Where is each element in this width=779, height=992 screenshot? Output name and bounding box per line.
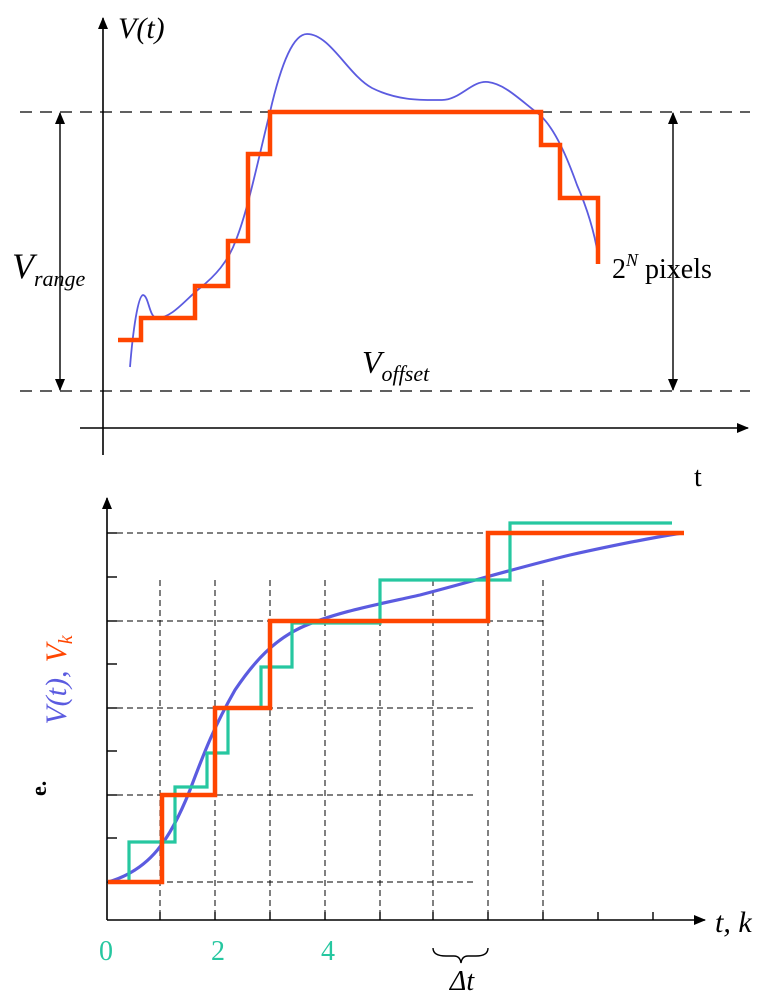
top-x-axis-label: t <box>694 462 702 493</box>
delta-t-brace <box>432 947 489 964</box>
bottom-quantized-signal <box>108 530 684 885</box>
bottom-y-ticks <box>107 532 117 883</box>
vrange-label: Vrange <box>12 246 86 291</box>
top-y-axis-label: V(t) <box>118 12 165 45</box>
pixels-label: 2N pixels <box>612 250 712 285</box>
x-tick-label-0: 0 <box>99 936 113 967</box>
top-analog-signal <box>129 33 599 368</box>
voffset-label: Voffset <box>362 344 430 386</box>
bottom-horizontal-gridlines <box>107 532 665 883</box>
bottom-y-axis-label: V(t),Vk <box>40 634 77 724</box>
x-tick-label-2: 2 <box>211 936 225 967</box>
bottom-panel: V(t),Vk e. 0 2 4 t, k Δt <box>26 497 752 992</box>
delta-t-label: Δt <box>449 966 475 992</box>
margin-fragment: e. <box>26 781 51 796</box>
bottom-x-axis-label: t, k <box>715 906 752 939</box>
bottom-x-ticks <box>159 912 654 920</box>
bottom-vertical-gridlines <box>159 580 544 920</box>
bottom-resampled-signal <box>108 521 672 884</box>
top-panel: V(t) t Vrange Voffset 2N pixels <box>12 12 750 493</box>
x-tick-label-4: 4 <box>321 936 335 967</box>
bottom-analog-signal <box>107 531 683 884</box>
top-quantized-signal <box>118 109 601 343</box>
